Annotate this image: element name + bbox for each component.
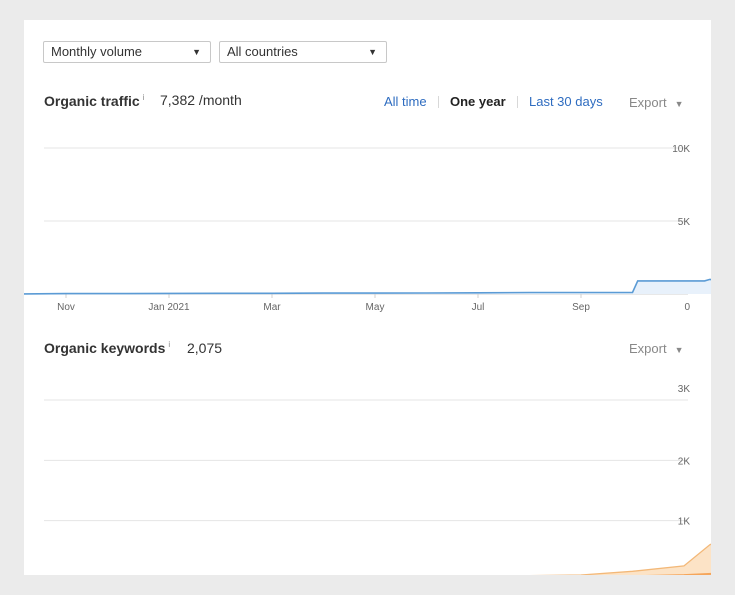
x-tick-label: Mar (263, 302, 281, 313)
range-one-year[interactable]: One year (450, 94, 506, 109)
keywords-export-label: Export (629, 341, 667, 356)
x-tick-label: Nov (57, 302, 75, 313)
y-tick-label: 1K (678, 517, 691, 528)
y-tick-label: 5K (678, 217, 691, 228)
chevron-down-icon: ▼ (192, 47, 201, 57)
traffic-value: 7,382 /month (160, 92, 242, 108)
range-all-time[interactable]: All time (384, 94, 427, 109)
info-icon[interactable]: i (168, 340, 171, 350)
traffic-title-text: Organic traffic (44, 93, 140, 109)
range-last-30-days[interactable]: Last 30 days (529, 94, 603, 109)
country-select[interactable]: All countries ▼ (219, 41, 387, 63)
keywords-line (527, 543, 711, 575)
traffic-export-label: Export (629, 95, 667, 110)
info-icon[interactable]: i (142, 93, 145, 103)
keywords-title: Organic keywords i (44, 340, 170, 356)
range-divider (517, 96, 518, 108)
traffic-title: Organic traffic i (44, 93, 144, 109)
keywords-line (645, 572, 711, 575)
traffic-export-button[interactable]: Export ▼ (629, 95, 684, 110)
volume-select-value: Monthly volume (51, 44, 143, 59)
y-tick-label: 0 (684, 302, 690, 313)
x-tick-label: May (366, 302, 385, 313)
y-tick-label: 2K (678, 456, 691, 467)
traffic-chart: Nov Jan 2021 Mar May Jul Sep 10K 5K 0 (24, 144, 711, 313)
y-tick-label: 3K (678, 384, 691, 395)
range-divider (438, 96, 439, 108)
x-tick-label: Jan 2021 (148, 302, 190, 313)
volume-select[interactable]: Monthly volume ▼ (43, 41, 211, 63)
keywords-area (581, 544, 711, 575)
traffic-line (24, 278, 711, 295)
chevron-down-icon: ▼ (674, 99, 684, 109)
chevron-down-icon: ▼ (674, 345, 684, 355)
country-select-value: All countries (227, 44, 298, 59)
traffic-area (24, 279, 711, 294)
keywords-title-text: Organic keywords (44, 340, 166, 356)
x-tick-label: Jul (472, 302, 485, 313)
keywords-export-button[interactable]: Export ▼ (629, 341, 684, 356)
chevron-down-icon: ▼ (368, 47, 377, 57)
organic-overview-panel: Monthly volume ▼ All countries ▼ Organic… (24, 20, 711, 575)
keywords-value: 2,075 (187, 340, 223, 356)
x-tick-label: Sep (572, 302, 590, 313)
y-tick-label: 10K (672, 144, 690, 155)
